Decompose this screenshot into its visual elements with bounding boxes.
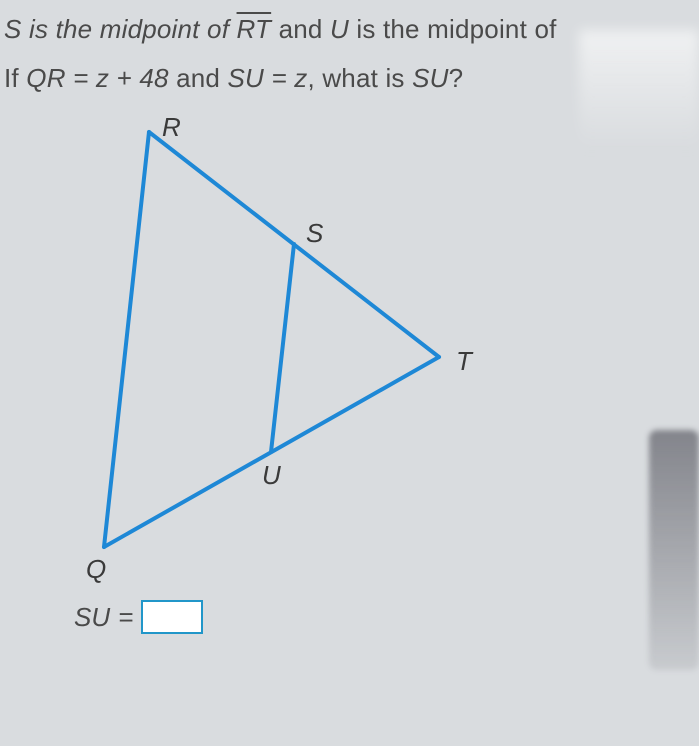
text-suffix: is the midpoint of [349,14,557,44]
text-and: and [271,14,330,44]
eq1-rhs: = z + 48 [66,63,169,93]
answer-var: SU [74,602,110,633]
eq2-rhs: = z [264,63,307,93]
qmark: ? [449,63,464,93]
vertex-label-q: Q [86,554,106,585]
eq2-lhs: SU [228,63,265,93]
photo-glare [579,30,699,150]
triangle-figure: R Q T S U [44,112,544,592]
vertex-label-s: S [306,218,323,249]
vertex-label-r: R [162,112,181,143]
text-if: If [4,63,26,93]
var-u: U [330,14,349,44]
var-su: SU [412,63,449,93]
text-whatis: , what is [307,63,412,93]
vertex-label-u: U [262,460,281,491]
segment-rt: RT [237,14,272,44]
photo-shadow [649,430,699,670]
text-and2: and [169,63,228,93]
answer-equals: = [118,602,133,633]
text-s: S is the midpoint of [4,14,237,44]
vertex-label-t: T [456,346,472,377]
answer-input-box[interactable] [141,600,203,634]
eq1-lhs: QR [26,63,65,93]
answer-row: SU = [74,600,699,634]
